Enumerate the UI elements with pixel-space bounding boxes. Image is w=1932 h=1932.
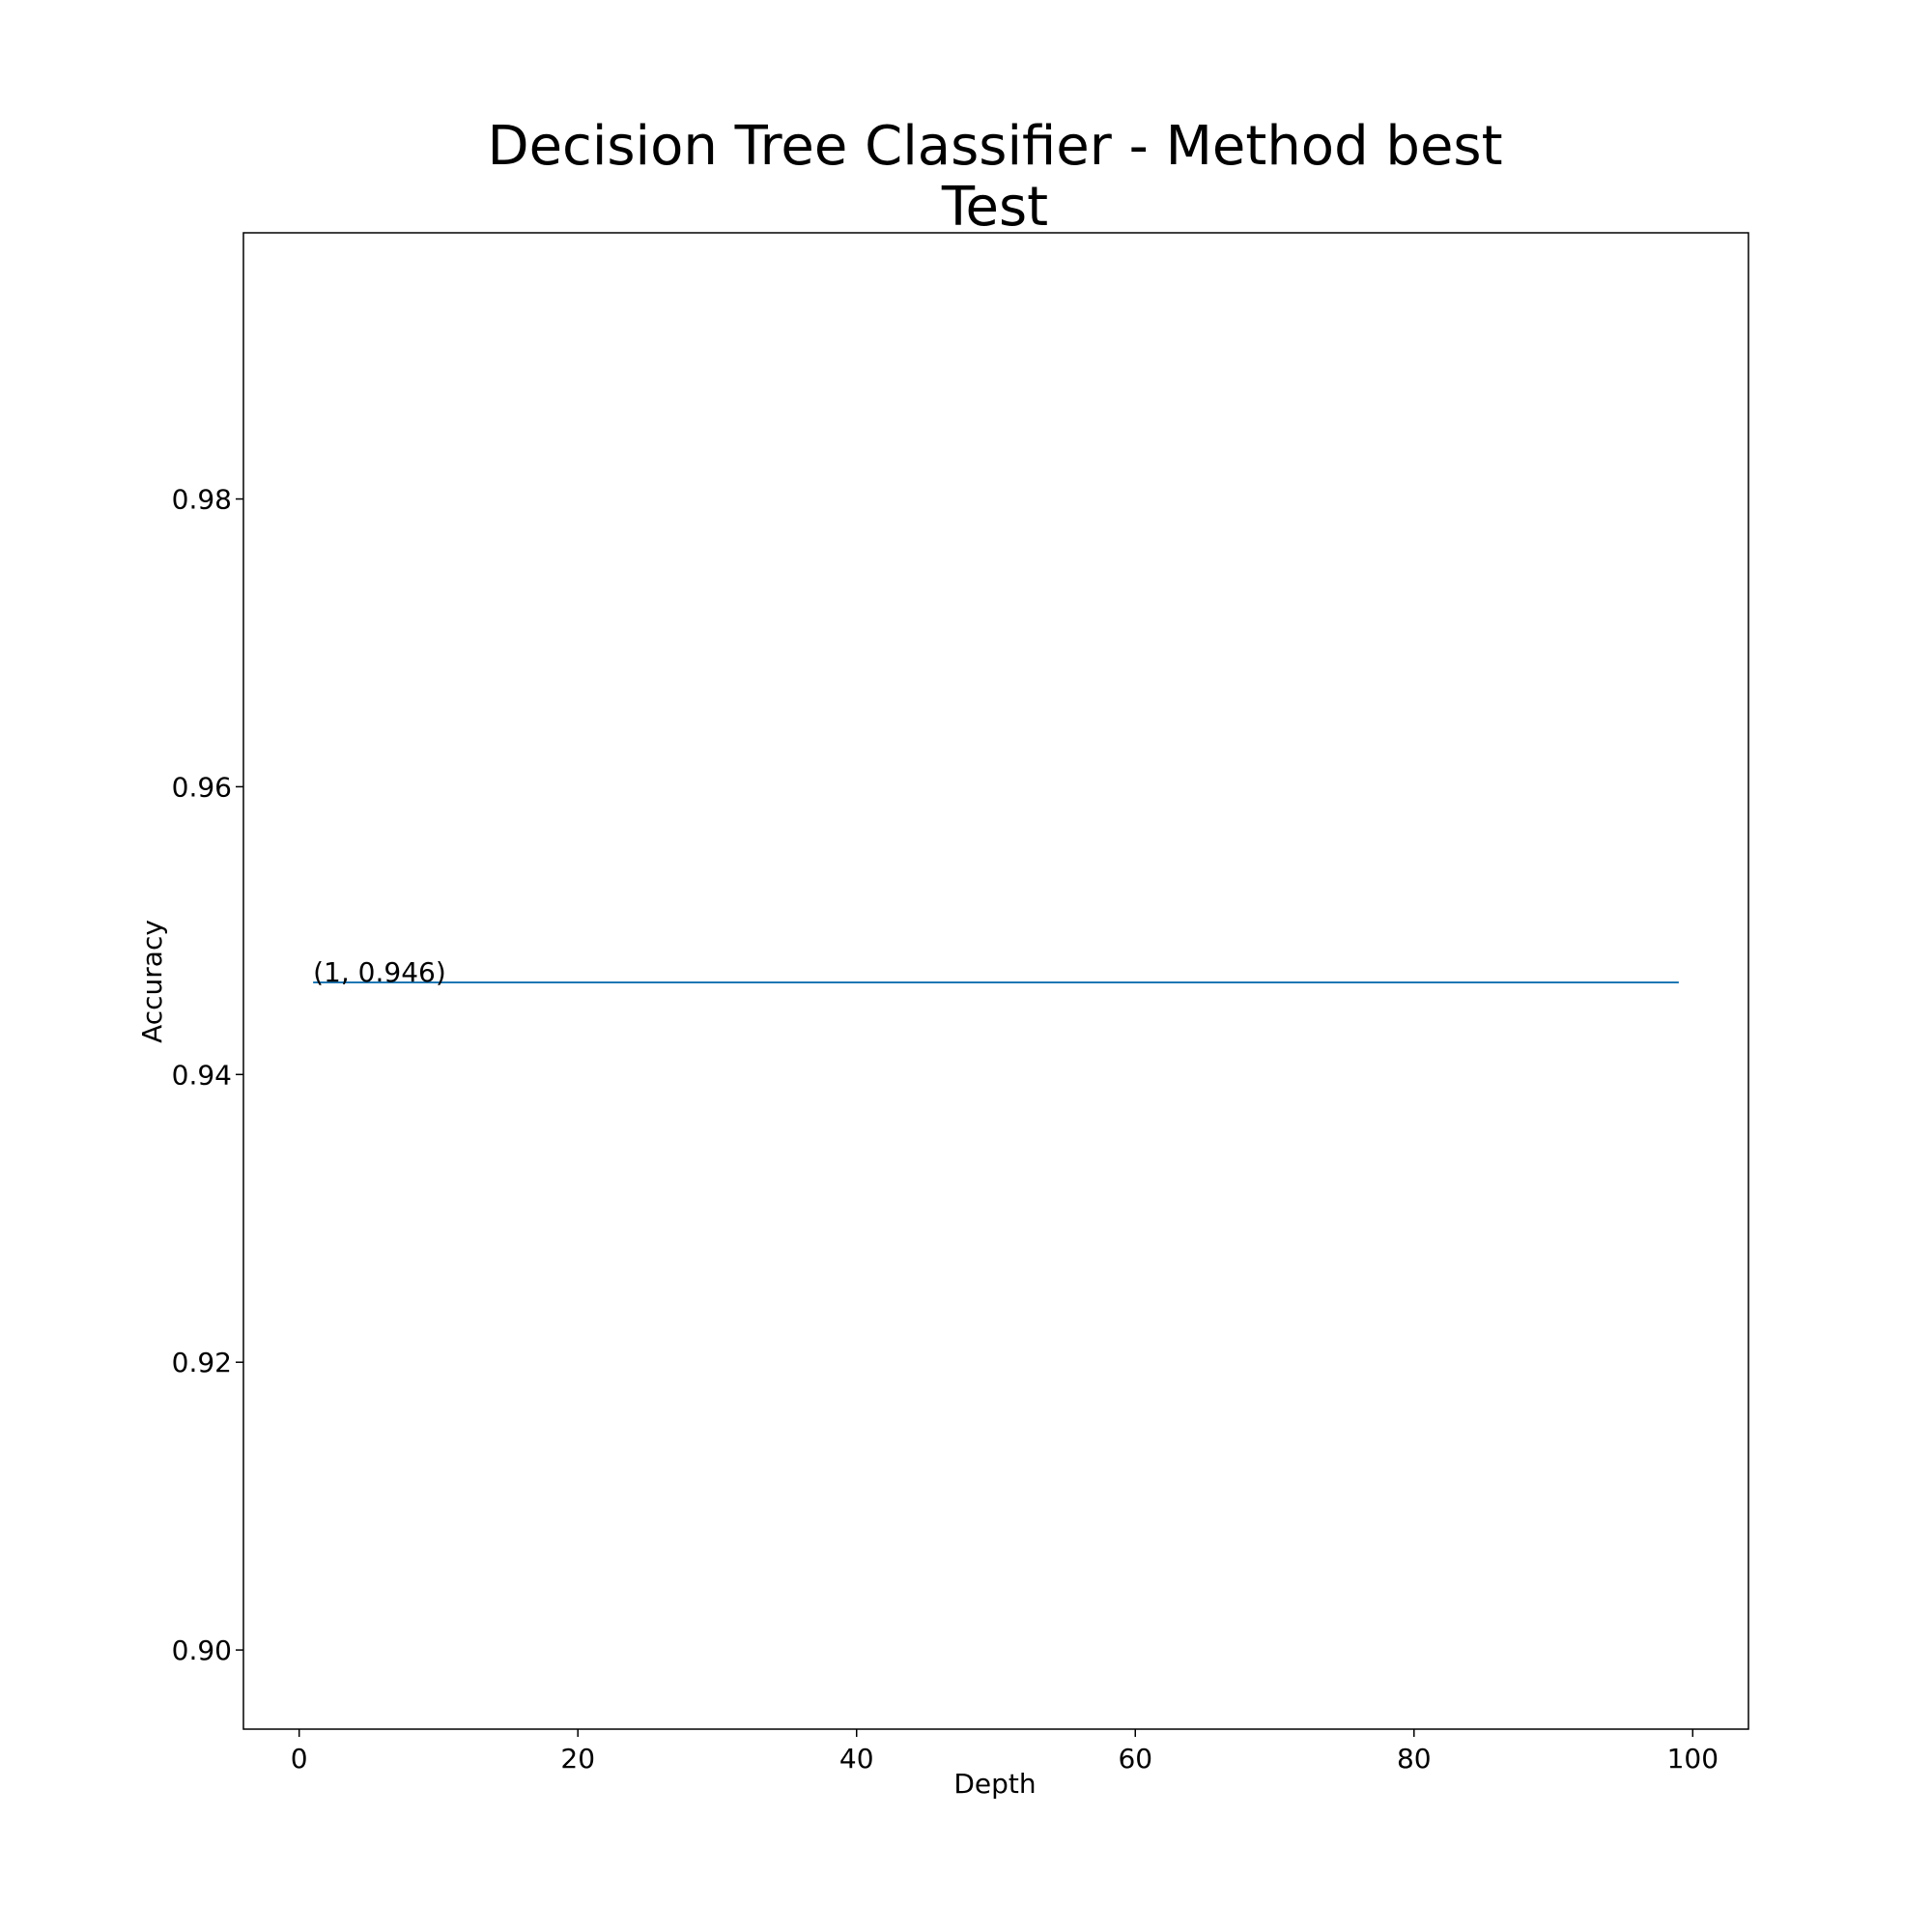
y-tick-label: 0.94 xyxy=(172,1059,232,1091)
plot-area xyxy=(242,232,1749,1730)
y-axis-ticks: 0.90 0.92 0.94 0.96 0.98 xyxy=(172,484,243,1666)
y-tick-label: 0.90 xyxy=(172,1634,232,1666)
chart-title-line-2: Test xyxy=(941,176,1048,239)
x-tick-label: 20 xyxy=(560,1743,595,1775)
y-axis-label: Accuracy xyxy=(136,920,168,1043)
y-tick-label: 0.96 xyxy=(172,771,232,803)
point-annotation: (1, 0.946) xyxy=(313,956,446,988)
annotation-layer: (1, 0.946) xyxy=(313,956,446,988)
x-tick-label: 80 xyxy=(1397,1743,1432,1775)
x-axis-label: Depth xyxy=(953,1768,1036,1800)
chart-title-line-1: Decision Tree Classifier - Method best xyxy=(487,115,1502,178)
y-tick-label: 0.98 xyxy=(172,484,232,516)
x-tick-label: 100 xyxy=(1667,1743,1719,1775)
y-tick-label: 0.92 xyxy=(172,1347,232,1378)
x-tick-label: 60 xyxy=(1118,1743,1152,1775)
x-tick-label: 40 xyxy=(839,1743,874,1775)
x-axis-ticks: 0 20 40 60 80 100 xyxy=(291,1729,1719,1775)
x-tick-label: 0 xyxy=(291,1743,308,1775)
